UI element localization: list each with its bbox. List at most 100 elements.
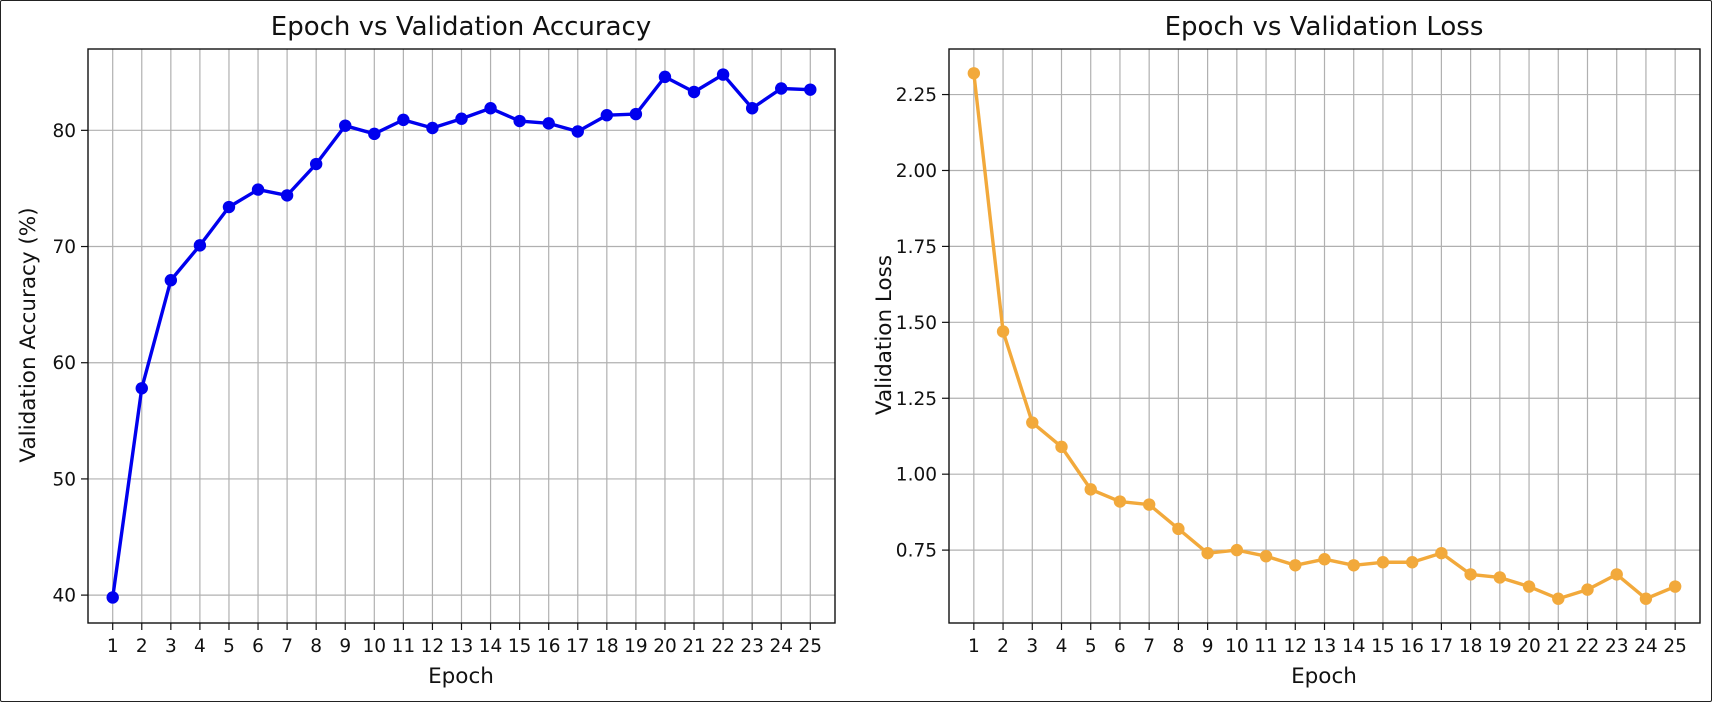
data-point [1405, 556, 1419, 569]
data-point [1084, 483, 1097, 496]
data-point [339, 119, 352, 132]
data-point [368, 127, 381, 141]
x-tick-label: 15 [508, 636, 532, 657]
y-axis-label: Validation Accuracy (%) [16, 207, 41, 462]
data-point [251, 183, 265, 196]
x-tick-label: 9 [339, 636, 351, 657]
x-tick-label: 13 [1313, 636, 1337, 657]
data-point [1230, 543, 1244, 557]
x-tick-label: 17 [1430, 636, 1454, 657]
y-axis-label: Validation Loss [872, 255, 897, 415]
y-tick-label: 40 [52, 586, 76, 607]
x-tick-label: 12 [1284, 636, 1308, 657]
data-point [571, 125, 584, 138]
data-point [687, 85, 701, 99]
data-point [222, 200, 236, 214]
y-tick-label: 1.00 [896, 465, 937, 486]
x-tick-label: 16 [1400, 636, 1424, 657]
data-point [106, 591, 119, 604]
x-tick-label: 18 [595, 636, 619, 657]
data-point [1522, 580, 1536, 593]
data-point [1142, 498, 1156, 511]
data-point [164, 274, 178, 287]
x-tick-label: 23 [1605, 636, 1629, 657]
x-tick-label: 22 [1576, 636, 1600, 657]
data-point [1289, 559, 1302, 572]
x-tick-label: 7 [1143, 636, 1155, 657]
x-tick-label: 24 [769, 636, 793, 657]
x-tick-label: 14 [479, 636, 503, 657]
data-point [775, 82, 788, 95]
data-point [542, 117, 555, 130]
data-point [1376, 556, 1390, 569]
data-point [1610, 568, 1623, 581]
x-tick-label: 12 [421, 636, 445, 657]
data-point [804, 83, 817, 96]
x-tick-label: 1 [107, 636, 119, 657]
y-tick-label: 80 [52, 121, 76, 142]
grid [88, 49, 835, 623]
chart-title: Epoch vs Validation Accuracy [271, 12, 651, 42]
grid [949, 49, 1700, 623]
data-point [1464, 568, 1477, 581]
x-tick-label: 4 [1056, 636, 1068, 657]
chart-title: Epoch vs Validation Loss [1165, 12, 1484, 42]
data-point [1318, 553, 1331, 566]
x-tick-label: 2 [997, 636, 1009, 657]
data-point [280, 189, 294, 202]
x-tick-label: 20 [653, 636, 677, 657]
data-point [1172, 522, 1185, 536]
y-tick-label: 50 [52, 469, 76, 490]
x-tick-label: 5 [223, 636, 235, 657]
y-tick-label: 1.75 [896, 237, 937, 258]
data-point [1581, 583, 1594, 596]
data-point [745, 102, 759, 115]
data-point [397, 113, 410, 127]
data-point [1435, 546, 1448, 560]
data-point [309, 157, 323, 171]
data-point [1639, 592, 1653, 605]
x-tick-label: 5 [1085, 636, 1097, 657]
y-tick-label: 2.00 [896, 161, 937, 182]
data-point [513, 114, 526, 128]
plot-frame [87, 48, 836, 624]
data-point [1552, 592, 1565, 605]
x-tick-label: 25 [1663, 636, 1687, 657]
data-point [193, 239, 207, 252]
x-tick-label: 16 [537, 636, 561, 657]
data-point [1055, 440, 1068, 454]
y-tick-label: 2.25 [896, 85, 937, 106]
data-point [600, 109, 614, 122]
data-point [426, 121, 439, 135]
x-tick-label: 3 [165, 636, 177, 657]
x-axis-label: Epoch [428, 664, 494, 689]
x-tick-label: 4 [194, 636, 206, 657]
y-tick-label: 0.75 [896, 541, 937, 562]
data-point [1201, 546, 1214, 560]
x-tick-label: 6 [252, 636, 264, 657]
data-point [967, 67, 981, 80]
data-point [1493, 571, 1507, 584]
x-tick-label: 8 [1173, 636, 1185, 657]
x-tick-label: 15 [1371, 636, 1395, 657]
y-tick-label: 60 [52, 353, 76, 374]
data-point [1026, 416, 1039, 429]
data-point [716, 68, 730, 81]
x-tick-label: 18 [1459, 636, 1483, 657]
y-tick-label: 70 [52, 237, 76, 258]
data-point [484, 102, 497, 115]
data-point [996, 325, 1010, 338]
data-point [1113, 495, 1127, 508]
accuracy-chart: Epoch vs Validation Accuracy Epoch Valid… [16, 12, 836, 689]
x-tick-label: 11 [392, 636, 416, 657]
x-tick-label: 14 [1342, 636, 1366, 657]
plot-frame [948, 48, 1701, 624]
x-tick-label: 7 [281, 636, 293, 657]
x-tick-label: 9 [1202, 636, 1214, 657]
x-axis-label: Epoch [1291, 664, 1357, 689]
data-point [1347, 559, 1360, 572]
data-point [1668, 580, 1682, 593]
loss-chart: Epoch vs Validation Loss Epoch Validatio… [872, 12, 1701, 689]
x-tick-label: 23 [740, 636, 764, 657]
